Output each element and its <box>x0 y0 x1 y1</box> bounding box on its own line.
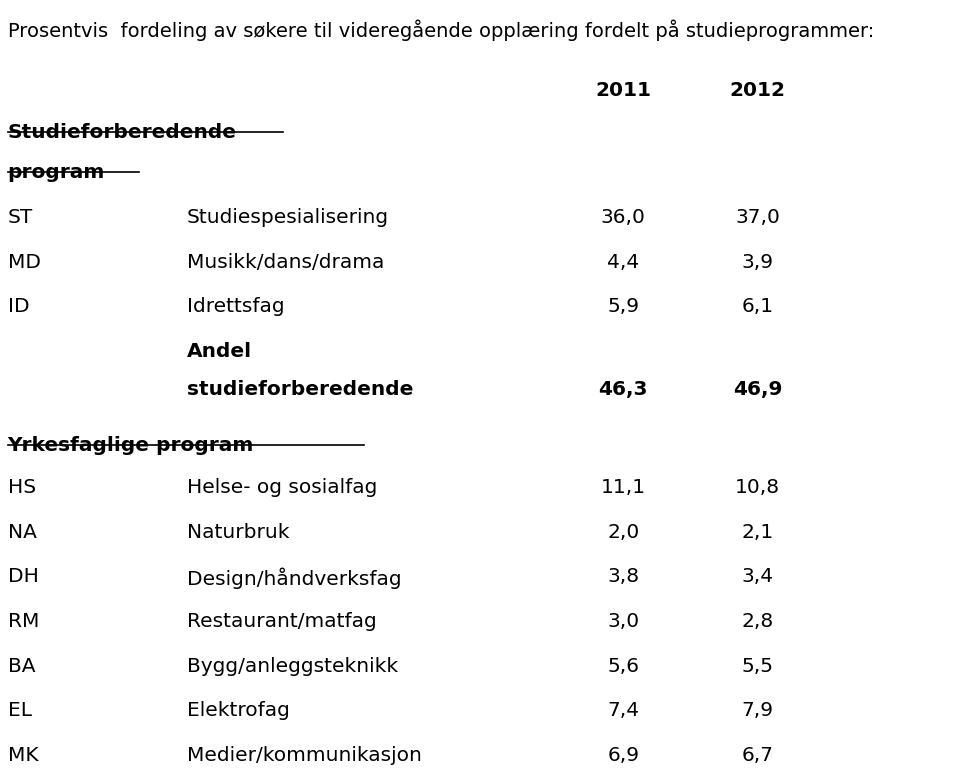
Text: 46,9: 46,9 <box>733 380 783 399</box>
Text: ID: ID <box>8 297 30 316</box>
Text: Studiespesialisering: Studiespesialisering <box>187 208 389 227</box>
Text: BA: BA <box>8 657 35 676</box>
Text: 10,8: 10,8 <box>735 478 781 497</box>
Text: 2,0: 2,0 <box>607 523 640 542</box>
Text: 6,7: 6,7 <box>741 746 774 765</box>
Text: 6,1: 6,1 <box>741 297 774 316</box>
Text: 37,0: 37,0 <box>736 208 780 227</box>
Text: Musikk/dans/drama: Musikk/dans/drama <box>187 253 385 272</box>
Text: 2,8: 2,8 <box>741 612 774 631</box>
Text: 5,5: 5,5 <box>741 657 774 676</box>
Text: EL: EL <box>8 701 32 721</box>
Text: 36,0: 36,0 <box>601 208 645 227</box>
Text: 2012: 2012 <box>730 81 785 100</box>
Text: 5,9: 5,9 <box>607 297 640 316</box>
Text: Andel: Andel <box>187 342 252 361</box>
Text: 5,6: 5,6 <box>607 657 640 676</box>
Text: Studieforberedende: Studieforberedende <box>8 123 237 142</box>
Text: MK: MK <box>8 746 38 765</box>
Text: 6,9: 6,9 <box>607 746 640 765</box>
Text: ST: ST <box>8 208 33 227</box>
Text: DH: DH <box>8 567 38 587</box>
Text: Elektrofag: Elektrofag <box>187 701 290 721</box>
Text: program: program <box>8 163 105 182</box>
Text: 3,0: 3,0 <box>607 612 640 631</box>
Text: 4,4: 4,4 <box>607 253 640 272</box>
Text: 2011: 2011 <box>596 81 651 100</box>
Text: 7,4: 7,4 <box>607 701 640 721</box>
Text: Design/håndverksfag: Design/håndverksfag <box>187 567 402 589</box>
Text: Restaurant/matfag: Restaurant/matfag <box>187 612 377 631</box>
Text: 2,1: 2,1 <box>741 523 774 542</box>
Text: 3,9: 3,9 <box>741 253 774 272</box>
Text: Naturbruk: Naturbruk <box>187 523 290 542</box>
Text: 3,4: 3,4 <box>741 567 774 587</box>
Text: HS: HS <box>8 478 35 497</box>
Text: Helse- og sosialfag: Helse- og sosialfag <box>187 478 378 497</box>
Text: MD: MD <box>8 253 40 272</box>
Text: Yrkesfaglige program: Yrkesfaglige program <box>8 436 254 454</box>
Text: Bygg/anleggsteknikk: Bygg/anleggsteknikk <box>187 657 398 676</box>
Text: RM: RM <box>8 612 39 631</box>
Text: 11,1: 11,1 <box>600 478 646 497</box>
Text: studieforberedende: studieforberedende <box>187 380 413 399</box>
Text: Idrettsfag: Idrettsfag <box>187 297 285 316</box>
Text: NA: NA <box>8 523 36 542</box>
Text: 3,8: 3,8 <box>607 567 640 587</box>
Text: 46,3: 46,3 <box>598 380 648 399</box>
Text: Medier/kommunikasjon: Medier/kommunikasjon <box>187 746 422 765</box>
Text: 7,9: 7,9 <box>741 701 774 721</box>
Text: Prosentvis  fordeling av søkere til videregående opplæring fordelt på studieprog: Prosentvis fordeling av søkere til vider… <box>8 19 874 41</box>
